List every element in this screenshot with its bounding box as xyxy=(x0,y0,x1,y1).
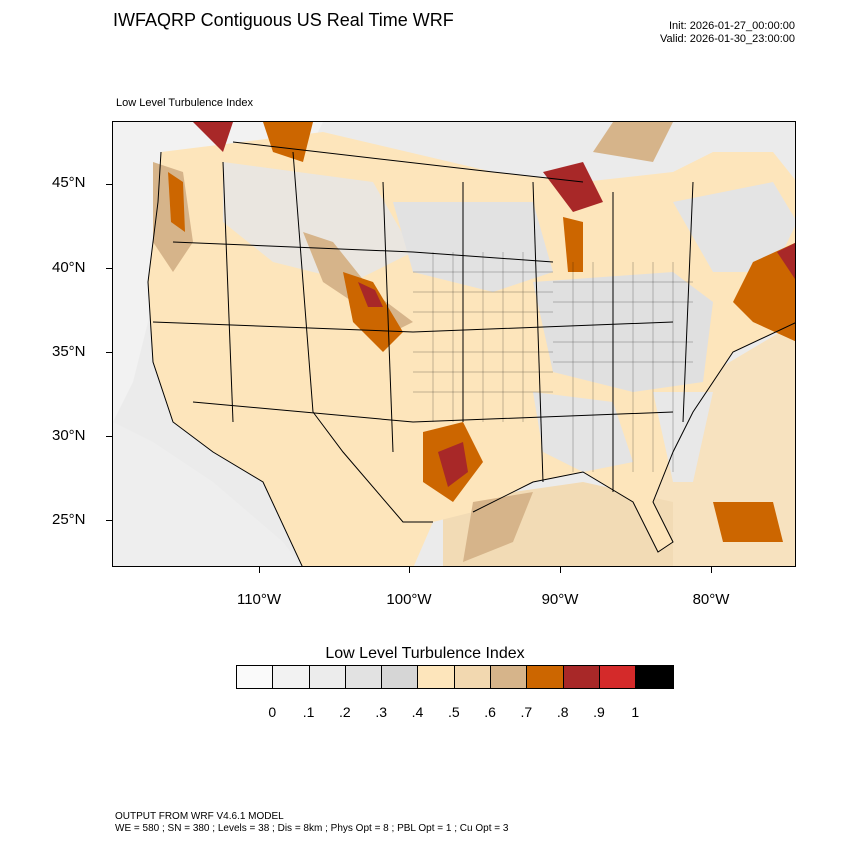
field-subtitle: Low Level Turbulence Index xyxy=(116,97,253,109)
lat-tick xyxy=(106,352,112,353)
rockies-peak xyxy=(358,282,383,307)
legend-swatch xyxy=(309,666,346,688)
lon-tick xyxy=(259,567,260,573)
lat-tick xyxy=(106,268,112,269)
model-config: WE = 580 ; SN = 380 ; Levels = 38 ; Dis … xyxy=(115,823,509,834)
legend-swatch xyxy=(563,666,600,688)
lake-michigan-core xyxy=(563,217,583,272)
lon-line-b xyxy=(292,151,314,413)
legend-swatch xyxy=(237,666,274,688)
atlantic-peak xyxy=(777,243,795,279)
county-boundaries xyxy=(413,252,693,472)
low-index-northeast xyxy=(673,182,795,272)
legend-swatch xyxy=(527,666,564,688)
legend-swatch xyxy=(345,666,383,688)
legend-swatch xyxy=(382,666,419,688)
us-mexico-border xyxy=(312,411,433,523)
lon-label-100: 100°W xyxy=(386,591,432,608)
lon-tick xyxy=(560,567,561,573)
legend-swatch xyxy=(636,666,673,688)
legend-swatch xyxy=(599,666,637,688)
lat-line-c xyxy=(192,401,674,423)
lon-line-a xyxy=(222,161,234,423)
montana-core xyxy=(263,122,313,162)
lat-tick xyxy=(106,436,112,437)
map-panel xyxy=(112,121,796,567)
lon-label-110: 110°W xyxy=(236,591,282,608)
gulf-band xyxy=(463,492,533,562)
caribbean-core xyxy=(713,502,783,542)
lon-tick xyxy=(409,567,410,573)
map-canvas xyxy=(113,122,795,566)
lat-label-25: 25°N xyxy=(52,511,86,528)
lon-line-e xyxy=(532,181,544,483)
legend-swatch xyxy=(273,666,310,688)
low-index-south xyxy=(533,392,633,472)
legend-title: Low Level Turbulence Index xyxy=(325,645,525,662)
legend-label: 0 xyxy=(268,704,277,720)
lat-label-30: 30°N xyxy=(52,427,86,444)
lon-tick xyxy=(711,567,712,573)
lon-label-80: 80°W xyxy=(692,591,730,608)
cascade-core xyxy=(168,172,185,232)
legend-label: 1 xyxy=(631,704,640,720)
valid-time: Valid: 2026-01-30_23:00:00 xyxy=(660,33,795,45)
north-cascade-peak xyxy=(193,122,233,152)
gulf-atlantic-coast xyxy=(472,322,795,553)
rockies-core xyxy=(343,272,403,352)
canada-band xyxy=(593,122,673,162)
lon-line-c xyxy=(382,181,394,453)
legend-label: .6 xyxy=(484,704,496,720)
lake-superior-peak xyxy=(543,162,603,212)
state-boundaries xyxy=(147,141,795,566)
baja-field xyxy=(113,422,302,566)
legend-label: .3 xyxy=(375,704,388,720)
legend-swatch xyxy=(418,666,455,688)
legend-label: .9 xyxy=(593,704,605,720)
legend-label: .7 xyxy=(520,704,533,720)
legend-label: .2 xyxy=(339,704,351,720)
lat-line-b xyxy=(152,321,674,333)
low-index-northwest xyxy=(223,162,413,282)
texas-peak xyxy=(438,442,468,487)
us-canada-border xyxy=(232,141,584,183)
legend-swatch xyxy=(454,666,492,688)
legend-swatch xyxy=(491,666,528,688)
model-version: OUTPUT FROM WRF V4.6.1 MODEL xyxy=(115,811,284,822)
run-times: Init: 2026-01-27_00:00:00 Valid: 2026-01… xyxy=(660,20,795,46)
map-title: IWFAQRP Contiguous US Real Time WRF xyxy=(113,10,454,30)
lat-tick xyxy=(106,184,112,185)
lat-label-45: 45°N xyxy=(52,174,86,191)
lat-line-a xyxy=(172,241,554,263)
lat-label-35: 35°N xyxy=(52,343,86,360)
low-index-florida xyxy=(653,392,713,482)
lat-label-40: 40°N xyxy=(52,259,86,276)
init-time: Init: 2026-01-27_00:00:00 xyxy=(669,20,795,32)
legend-label: .1 xyxy=(302,704,315,720)
legend-label: .8 xyxy=(556,704,569,720)
model-footer: OUTPUT FROM WRF V4.6.1 MODEL WE = 580 ; … xyxy=(115,811,508,835)
lat-tick xyxy=(106,520,112,521)
atlantic-core xyxy=(733,242,795,342)
legend-label: .5 xyxy=(447,704,460,720)
lon-label-90: 90°W xyxy=(541,591,579,608)
color-legend xyxy=(236,665,674,689)
west-coast xyxy=(147,151,303,566)
legend-label: .4 xyxy=(411,704,424,720)
